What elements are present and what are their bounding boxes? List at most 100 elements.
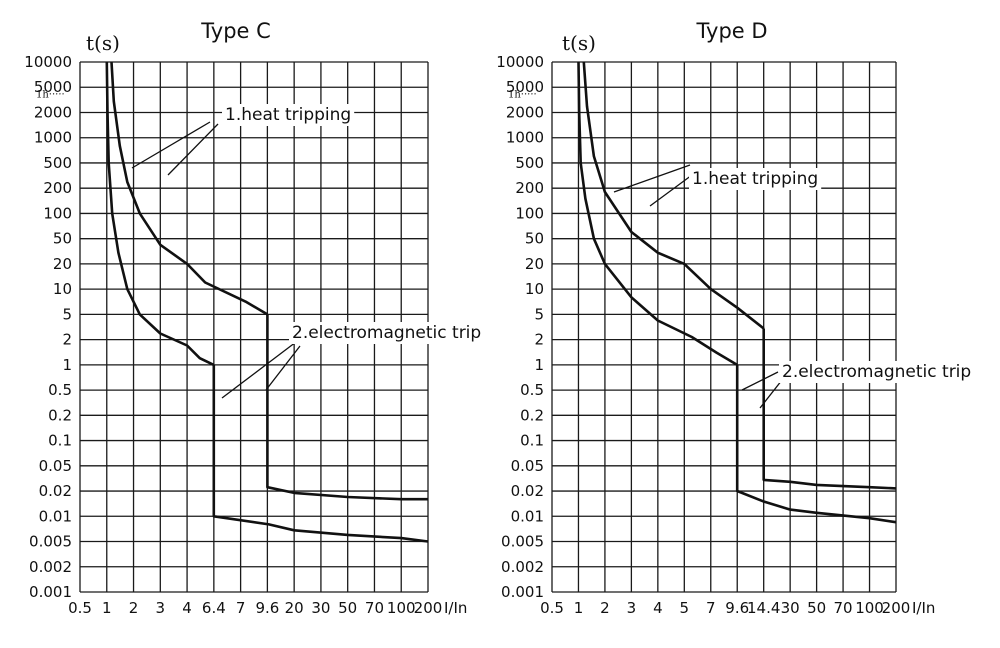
one-hour-label: 1h·····	[36, 90, 65, 101]
y-tick-label: 5	[62, 305, 72, 323]
annotation-electromagnetic-trip-bg	[779, 361, 975, 383]
x-tick-label: 2	[600, 599, 610, 617]
electromagnetic-leader-line	[265, 345, 301, 391]
y-tick-label: 20	[53, 255, 72, 273]
y-tick-label: 200	[515, 179, 544, 197]
annotation-electromagnetic-trip: 2.electromagnetic trip	[782, 362, 971, 382]
x-tick-label: 14.4	[747, 599, 780, 617]
x-tick-label: 7	[236, 599, 246, 617]
x-tick-label: 4	[182, 599, 192, 617]
x-axis-label: I/In	[444, 599, 467, 617]
y-tick-label: 200	[43, 179, 72, 197]
annotation-electromagnetic-trip: 2.electromagnetic trip	[292, 323, 481, 343]
electromagnetic-leader-line	[741, 371, 779, 391]
series-curve-heat-tripping	[577, 61, 738, 367]
series-curve-heat-tripping	[110, 61, 269, 316]
x-tick-label: 0.5	[540, 599, 564, 617]
series-curve-electromagnetic-trip	[762, 328, 897, 490]
x-tick-label: 200	[414, 599, 443, 617]
x-tick-label: 100	[855, 599, 884, 617]
chart-panel-type-d: 100005000200010005002001005020105210.50.…	[496, 19, 975, 617]
x-tick-label: 1	[574, 599, 584, 617]
y-tick-label: 0.001	[501, 583, 544, 601]
series-curve-electromagnetic-trip	[266, 314, 428, 501]
annotation-heat-tripping-bg	[222, 104, 355, 126]
y-tick-label: 2000	[34, 103, 72, 121]
y-axis-label: t(s)	[86, 31, 120, 55]
y-tick-label: 0.2	[520, 406, 544, 424]
x-tick-label: 3	[627, 599, 637, 617]
x-tick-label: 3	[156, 599, 166, 617]
heat-leader-line	[649, 174, 693, 207]
chart-panel-type-c: 100005000200010005002001005020105210.50.…	[24, 19, 485, 617]
heat-leader-line	[167, 123, 219, 176]
y-tick-label: 5000	[34, 78, 72, 96]
y-tick-label: 1000	[34, 129, 72, 147]
x-tick-label: 9.6	[255, 599, 279, 617]
x-tick-label: 9.6	[725, 599, 749, 617]
annotation-electromagnetic-trip-bg	[289, 322, 485, 344]
chart-title: Type C	[200, 19, 271, 43]
y-tick-label: 5	[534, 305, 544, 323]
x-tick-label: 0.5	[68, 599, 92, 617]
x-tick-label: 7	[706, 599, 716, 617]
y-tick-label: 500	[515, 154, 544, 172]
y-tick-label: 0.05	[39, 457, 72, 475]
y-tick-label: 50	[53, 230, 72, 248]
chart-title: Type D	[695, 19, 767, 43]
x-tick-label: 2	[129, 599, 139, 617]
y-tick-label: 100	[515, 204, 544, 222]
y-tick-label: 10	[525, 280, 544, 298]
y-tick-label: 0.05	[511, 457, 544, 475]
y-tick-label: 1	[62, 356, 72, 374]
y-tick-label: 100	[43, 204, 72, 222]
x-tick-label: 50	[807, 599, 826, 617]
x-tick-label: 50	[338, 599, 357, 617]
series-curve-heat-tripping	[582, 61, 765, 330]
annotation-heat-tripping: 1.heat tripping	[692, 169, 818, 189]
y-tick-label: 0.002	[29, 558, 72, 576]
y-tick-label: 0.002	[501, 558, 544, 576]
y-tick-label: 0.5	[520, 381, 544, 399]
x-tick-label: 6.4	[202, 599, 226, 617]
x-tick-label: 70	[365, 599, 384, 617]
y-axis-label: t(s)	[562, 31, 596, 55]
heat-leader-line	[613, 164, 691, 193]
y-tick-label: 5000	[506, 78, 544, 96]
x-tick-label: 20	[285, 599, 304, 617]
x-tick-label: 1	[102, 599, 112, 617]
one-hour-label: 1h·····	[508, 90, 537, 101]
y-tick-label: 20	[525, 255, 544, 273]
y-tick-label: 10000	[496, 53, 544, 71]
y-tick-label: 0.01	[511, 507, 544, 525]
y-tick-label: 0.005	[501, 533, 544, 551]
y-tick-label: 0.02	[39, 482, 72, 500]
series-curve-heat-tripping	[105, 61, 215, 367]
electromagnetic-leader-line	[759, 379, 783, 409]
y-tick-label: 0.1	[520, 432, 544, 450]
y-tick-label: 1	[534, 356, 544, 374]
y-tick-label: 0.001	[29, 583, 72, 601]
y-tick-label: 0.005	[29, 533, 72, 551]
x-tick-label: 200	[882, 599, 911, 617]
x-tick-label: 5	[680, 599, 690, 617]
y-tick-label: 0.02	[511, 482, 544, 500]
grid	[551, 61, 897, 593]
y-tick-label: 2	[534, 331, 544, 349]
y-tick-label: 0.01	[39, 507, 72, 525]
heat-leader-line	[131, 121, 211, 169]
series-curve-electromagnetic-trip	[735, 364, 897, 524]
x-tick-label: 70	[834, 599, 853, 617]
series-curve-electromagnetic-trip	[212, 364, 429, 543]
x-tick-label: 4	[653, 599, 663, 617]
y-tick-label: 2000	[506, 103, 544, 121]
y-tick-label: 0.2	[48, 406, 72, 424]
y-tick-label: 10000	[24, 53, 72, 71]
y-tick-label: 500	[43, 154, 72, 172]
x-axis-label: I/In	[912, 599, 935, 617]
y-tick-label: 2	[62, 331, 72, 349]
x-tick-label: 30	[311, 599, 330, 617]
x-tick-label: 30	[781, 599, 800, 617]
y-tick-label: 1000	[506, 129, 544, 147]
